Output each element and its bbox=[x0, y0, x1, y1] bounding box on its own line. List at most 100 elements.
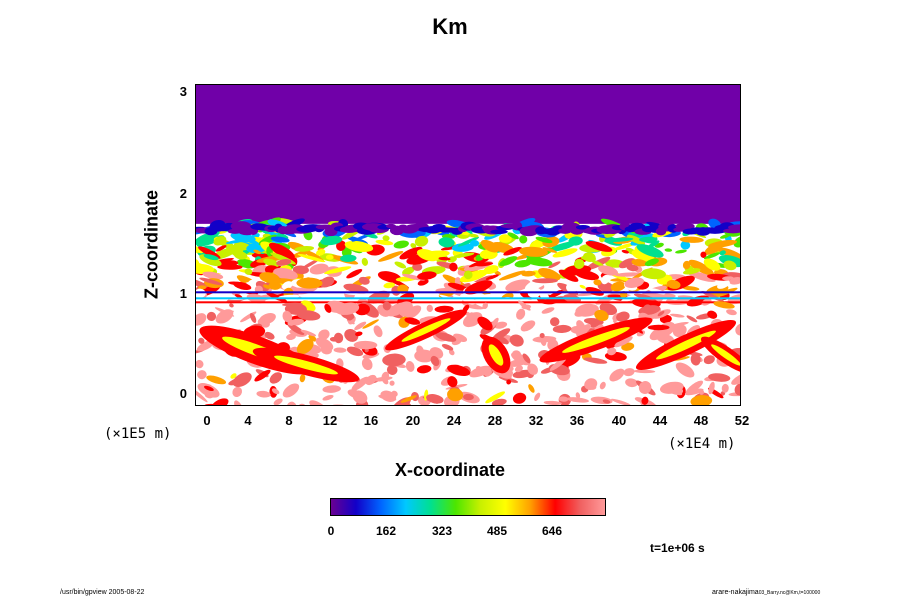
heatmap-cell bbox=[296, 310, 321, 321]
heatmap-cell bbox=[232, 386, 243, 397]
heatmap-cell bbox=[324, 303, 332, 313]
heatmap-cell bbox=[700, 251, 707, 258]
heatmap-cell bbox=[542, 247, 558, 253]
heatmap-cell bbox=[703, 258, 721, 271]
heatmap-cell bbox=[351, 376, 369, 391]
heatmap-cell bbox=[509, 334, 524, 347]
heatmap-cell bbox=[583, 357, 608, 364]
heatmap-cell bbox=[625, 378, 638, 388]
heatmap-cell bbox=[273, 398, 283, 405]
heatmap-cell bbox=[203, 385, 214, 391]
heatmap-cell bbox=[322, 394, 334, 401]
heatmap-cell bbox=[286, 401, 297, 405]
heatmap-cell bbox=[417, 271, 437, 280]
x-tick-label: 8 bbox=[285, 413, 293, 428]
heatmap-cell bbox=[198, 337, 205, 344]
x-tick-label: 52 bbox=[734, 413, 750, 428]
heatmap-region-uniform bbox=[196, 85, 740, 224]
time-annotation: t=1e+06 s bbox=[650, 541, 705, 555]
heatmap-cell bbox=[253, 249, 261, 255]
heatmap-cell bbox=[202, 271, 224, 280]
heatmap-cell bbox=[196, 263, 215, 275]
heatmap-cell bbox=[340, 254, 357, 263]
y-tick-label: 0 bbox=[179, 386, 187, 401]
heatmap-cell bbox=[196, 245, 204, 254]
heatmap-streak bbox=[196, 301, 740, 304]
x-unit-label: (×1E4 m) bbox=[668, 436, 736, 452]
heatmap-cell bbox=[203, 254, 219, 261]
heatmap-cell bbox=[576, 320, 586, 332]
heatmap-cell bbox=[318, 329, 330, 340]
heatmap-cell bbox=[346, 346, 364, 357]
heatmap-cell bbox=[464, 280, 493, 295]
heatmap-cell bbox=[687, 270, 716, 282]
x-tick-label: 36 bbox=[569, 413, 585, 428]
heatmap-cell bbox=[491, 398, 507, 405]
heatmap-cell bbox=[688, 259, 714, 276]
heatmap-cell bbox=[519, 235, 528, 244]
heatmap-cell bbox=[656, 333, 675, 344]
heatmap-cell bbox=[197, 285, 207, 290]
heatmap-cell bbox=[270, 236, 290, 243]
footer-source: arare-nakajima03_Barry.nc@Km,t=100000 bbox=[712, 589, 820, 596]
heatmap-cell bbox=[343, 283, 369, 294]
x-tick-label: 48 bbox=[693, 413, 709, 428]
colorbar-tick-label: 162 bbox=[375, 524, 397, 538]
heatmap-cell bbox=[527, 363, 538, 375]
heatmap-cell bbox=[438, 237, 455, 248]
heatmap-cell bbox=[467, 312, 475, 325]
colorbar-tick-label: 485 bbox=[486, 524, 508, 538]
heatmap-cell bbox=[516, 308, 526, 320]
heatmap-cell bbox=[532, 278, 558, 284]
heatmap-cell bbox=[733, 235, 740, 248]
heatmap-cell bbox=[670, 313, 685, 318]
heatmap-cell bbox=[416, 345, 425, 357]
heatmap-cell bbox=[512, 392, 527, 404]
heatmap-cell bbox=[355, 331, 363, 337]
y-tick-label: 3 bbox=[179, 84, 187, 99]
heatmap-cell bbox=[690, 353, 701, 366]
heatmap-cell bbox=[234, 294, 243, 299]
heatmap-cell bbox=[352, 390, 368, 404]
heatmap-cell bbox=[447, 364, 471, 377]
heatmap-cell bbox=[558, 269, 579, 282]
heatmap-cell bbox=[412, 263, 423, 271]
heatmap-cell bbox=[463, 270, 473, 280]
heatmap-cell bbox=[614, 336, 633, 348]
heatmap-cell bbox=[707, 310, 718, 319]
heatmap-cell bbox=[204, 388, 216, 399]
heatmap-cell bbox=[566, 397, 589, 403]
heatmap-cell bbox=[506, 379, 512, 385]
heatmap-cell bbox=[594, 309, 609, 322]
heatmap-cell bbox=[398, 306, 407, 314]
x-tick-label: 24 bbox=[446, 413, 462, 428]
heatmap-cell bbox=[358, 276, 370, 285]
heatmap-cell bbox=[199, 277, 223, 286]
x-tick-label: 0 bbox=[203, 413, 211, 428]
heatmap-cell bbox=[558, 396, 569, 402]
heatmap-cell bbox=[254, 369, 271, 382]
heatmap-cell bbox=[346, 269, 363, 279]
x-axis-label: X-coordinate bbox=[394, 460, 505, 480]
heatmap-cell bbox=[416, 365, 432, 374]
heatmap-cell bbox=[441, 343, 454, 351]
heatmap-cell bbox=[404, 317, 421, 325]
heatmap-cell bbox=[532, 336, 557, 343]
y-tick-label: 2 bbox=[179, 186, 187, 201]
heatmap-cell bbox=[213, 236, 227, 246]
heatmap-cell bbox=[468, 258, 489, 268]
heatmap-plume-core bbox=[562, 327, 630, 353]
heatmap-cell bbox=[679, 236, 704, 243]
heatmap-cell bbox=[233, 250, 248, 260]
heatmap-cell bbox=[599, 381, 606, 390]
heatmap-cell bbox=[414, 235, 429, 247]
heatmap-cell bbox=[383, 282, 396, 289]
heatmap-cell bbox=[354, 321, 367, 331]
heatmap-cell bbox=[393, 240, 409, 249]
heatmap-cell bbox=[520, 320, 536, 332]
heatmap-cell bbox=[447, 282, 468, 291]
heatmap-cell bbox=[518, 300, 531, 311]
heatmap-cell bbox=[535, 236, 553, 244]
heatmap-cell bbox=[389, 380, 395, 386]
heatmap-cell bbox=[585, 241, 613, 252]
